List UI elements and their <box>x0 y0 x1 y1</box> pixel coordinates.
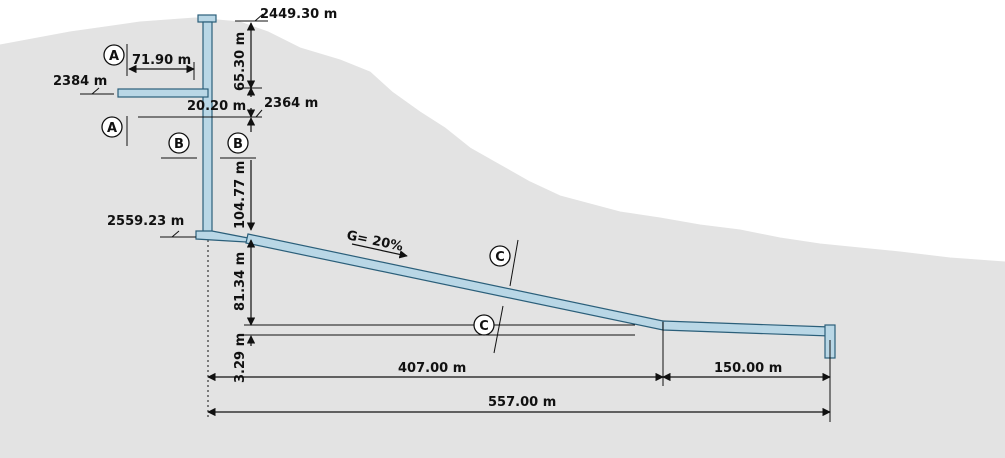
svg-text:A: A <box>109 49 119 64</box>
section-mark-c-upper: C <box>489 239 519 287</box>
section-mark-a-bottom: A <box>101 116 128 146</box>
svg-text:A: A <box>107 121 117 136</box>
dim-tail-horizontal: 150.00 m <box>714 361 782 376</box>
svg-text:B: B <box>174 137 184 152</box>
dim-incline-horizontal: 407.00 m <box>398 361 466 376</box>
terrain-profile <box>0 17 1005 458</box>
dim-bottom-step: 3.29 m <box>233 333 248 383</box>
section-mark-b-right: B <box>220 132 256 159</box>
svg-text:C: C <box>479 319 489 334</box>
elevation-bottom: 2559.23 m <box>107 214 184 229</box>
svg-text:C: C <box>495 250 505 265</box>
dim-shaft-middle: 104.77 m <box>233 161 248 229</box>
dim-shaft-upper: 65.30 m <box>233 32 248 91</box>
svg-text:B: B <box>233 137 243 152</box>
section-mark-c-lower: C <box>473 305 504 354</box>
section-mark-b-left: B <box>161 132 197 159</box>
upper-adit <box>117 88 209 98</box>
dim-shaft-offset: 20.20 m <box>187 99 246 114</box>
gradient-arrow <box>351 243 408 259</box>
elevation-top: 2449.30 m <box>260 7 337 22</box>
shaft-top-cap <box>197 14 217 23</box>
vertical-shaft <box>202 21 213 233</box>
dim-adit-length: 71.90 m <box>132 53 191 68</box>
dim-incline-drop: 81.34 m <box>233 252 248 311</box>
dim-total-horizontal: 557.00 m <box>488 395 556 410</box>
elevation-middle: 2364 m <box>264 96 318 111</box>
section-mark-a-top: A <box>103 44 128 76</box>
elevation-upper-adit: 2384 m <box>53 74 107 89</box>
